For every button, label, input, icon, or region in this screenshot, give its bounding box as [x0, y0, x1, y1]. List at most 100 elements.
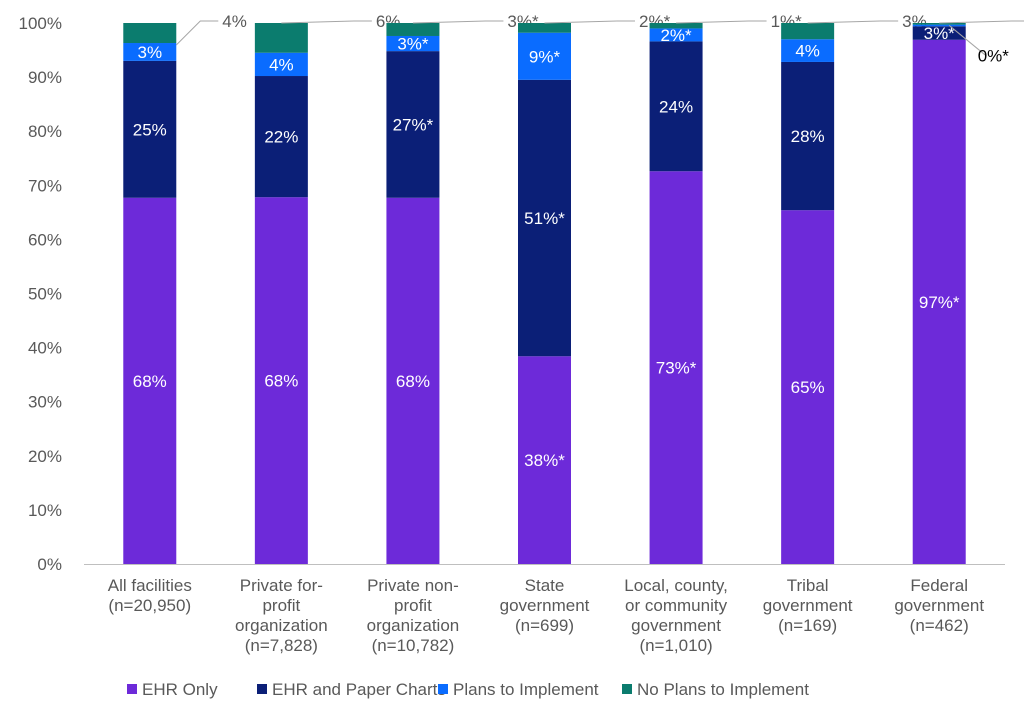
bar-segment	[649, 28, 703, 42]
bar-segment	[386, 197, 440, 565]
bar-segment	[912, 39, 966, 565]
bar-segment	[518, 32, 571, 80]
data-label: 4%	[795, 42, 820, 61]
callout-line	[676, 20, 767, 24]
data-label: 65%	[791, 378, 825, 397]
y-tick-label: 60%	[28, 230, 62, 249]
data-label: 4%	[222, 12, 247, 31]
callout-line	[281, 20, 372, 24]
x-tick-label: (n=169)	[778, 616, 837, 635]
y-tick-label: 10%	[28, 501, 62, 520]
x-tick-label: Federal	[910, 576, 968, 595]
x-tick-label: Private non-	[367, 576, 459, 595]
x-tick-label: (n=7,828)	[245, 636, 318, 655]
data-label: 3%	[137, 43, 162, 62]
bar-segment	[254, 52, 308, 77]
legend-swatch	[257, 684, 267, 694]
data-label: 4%	[269, 55, 294, 74]
data-label: 97%*	[919, 293, 960, 312]
y-tick-label: 80%	[28, 122, 62, 141]
bar-segment	[781, 61, 835, 211]
data-label: 68%	[396, 372, 430, 391]
callout-line	[948, 25, 987, 56]
x-tick-label: organization	[367, 616, 460, 635]
data-label: 73%*	[656, 359, 697, 378]
data-label: 25%	[133, 120, 167, 139]
bar-segment	[781, 23, 835, 40]
bar-segment	[123, 197, 177, 565]
legend-label: EHR and Paper Charts	[272, 680, 446, 699]
legend-swatch	[127, 684, 137, 694]
legend-swatch	[438, 684, 448, 694]
x-tick-label: All facilities	[108, 576, 192, 595]
legend-label: No Plans to Implement	[637, 680, 809, 699]
data-label: 38%*	[524, 451, 565, 470]
data-label: 3%*	[397, 35, 429, 54]
callout-line	[175, 20, 219, 46]
data-label: 68%	[264, 372, 298, 391]
bar-segment	[254, 23, 308, 53]
x-tick-label: Tribal	[787, 576, 829, 595]
x-tick-label: government	[631, 616, 721, 635]
data-label: 68%	[133, 372, 167, 391]
y-tick-label: 0%	[37, 555, 62, 574]
data-label: 9%*	[529, 47, 561, 66]
bar-segment	[912, 23, 966, 25]
x-tick-label: government	[894, 596, 984, 615]
callout-line	[807, 20, 899, 24]
bar-segment	[781, 210, 835, 564]
data-label: 0%*	[978, 46, 1010, 65]
bar-segment	[254, 76, 308, 198]
bar-segment	[649, 41, 703, 172]
bar-segment	[123, 23, 177, 44]
x-tick-label: (n=462)	[910, 616, 969, 635]
bar-segment	[386, 35, 440, 52]
x-tick-label: Local, county,	[624, 576, 728, 595]
x-tick-label: State	[525, 576, 565, 595]
data-label: 27%*	[393, 115, 434, 134]
bar-segment	[781, 39, 835, 62]
bar-segment	[518, 356, 571, 564]
bar-segment	[386, 23, 440, 36]
y-tick-label: 20%	[28, 447, 62, 466]
bar-segment	[518, 79, 571, 357]
legend-swatch	[622, 684, 632, 694]
x-tick-label: (n=20,950)	[108, 596, 191, 615]
bar-segment	[386, 51, 440, 198]
callout-line	[412, 20, 504, 24]
y-tick-label: 100%	[19, 14, 62, 33]
legend-label: Plans to Implement	[453, 680, 599, 699]
data-label: 24%	[659, 97, 693, 116]
bar-segment	[912, 24, 966, 27]
bar-segment	[649, 23, 703, 29]
data-label: 3%*	[924, 24, 956, 43]
y-tick-label: 90%	[28, 68, 62, 87]
bar-segment	[649, 171, 703, 564]
x-tick-label: government	[763, 596, 853, 615]
x-tick-label: organization	[235, 616, 328, 635]
x-tick-label: or community	[625, 596, 728, 615]
x-tick-label: Private for-	[240, 576, 323, 595]
x-tick-label: (n=1,010)	[639, 636, 712, 655]
y-tick-label: 50%	[28, 285, 62, 304]
y-tick-label: 40%	[28, 339, 62, 358]
legend-label: EHR Only	[142, 680, 218, 699]
bar-segment	[123, 43, 177, 61]
y-tick-label: 30%	[28, 393, 62, 412]
bar-segment	[254, 197, 308, 564]
callout-line	[544, 20, 635, 24]
data-label: 28%	[791, 127, 825, 146]
data-label: 22%	[264, 128, 298, 147]
x-tick-label: (n=699)	[515, 616, 574, 635]
bar-segment	[123, 60, 177, 198]
x-tick-label: profit	[262, 596, 300, 615]
x-tick-label: profit	[394, 596, 432, 615]
bar-segment	[518, 23, 571, 33]
data-label: 51%*	[524, 209, 565, 228]
bar-segment	[912, 26, 966, 40]
x-tick-label: (n=10,782)	[372, 636, 455, 655]
callout-line	[939, 20, 1024, 24]
x-tick-label: government	[500, 596, 590, 615]
